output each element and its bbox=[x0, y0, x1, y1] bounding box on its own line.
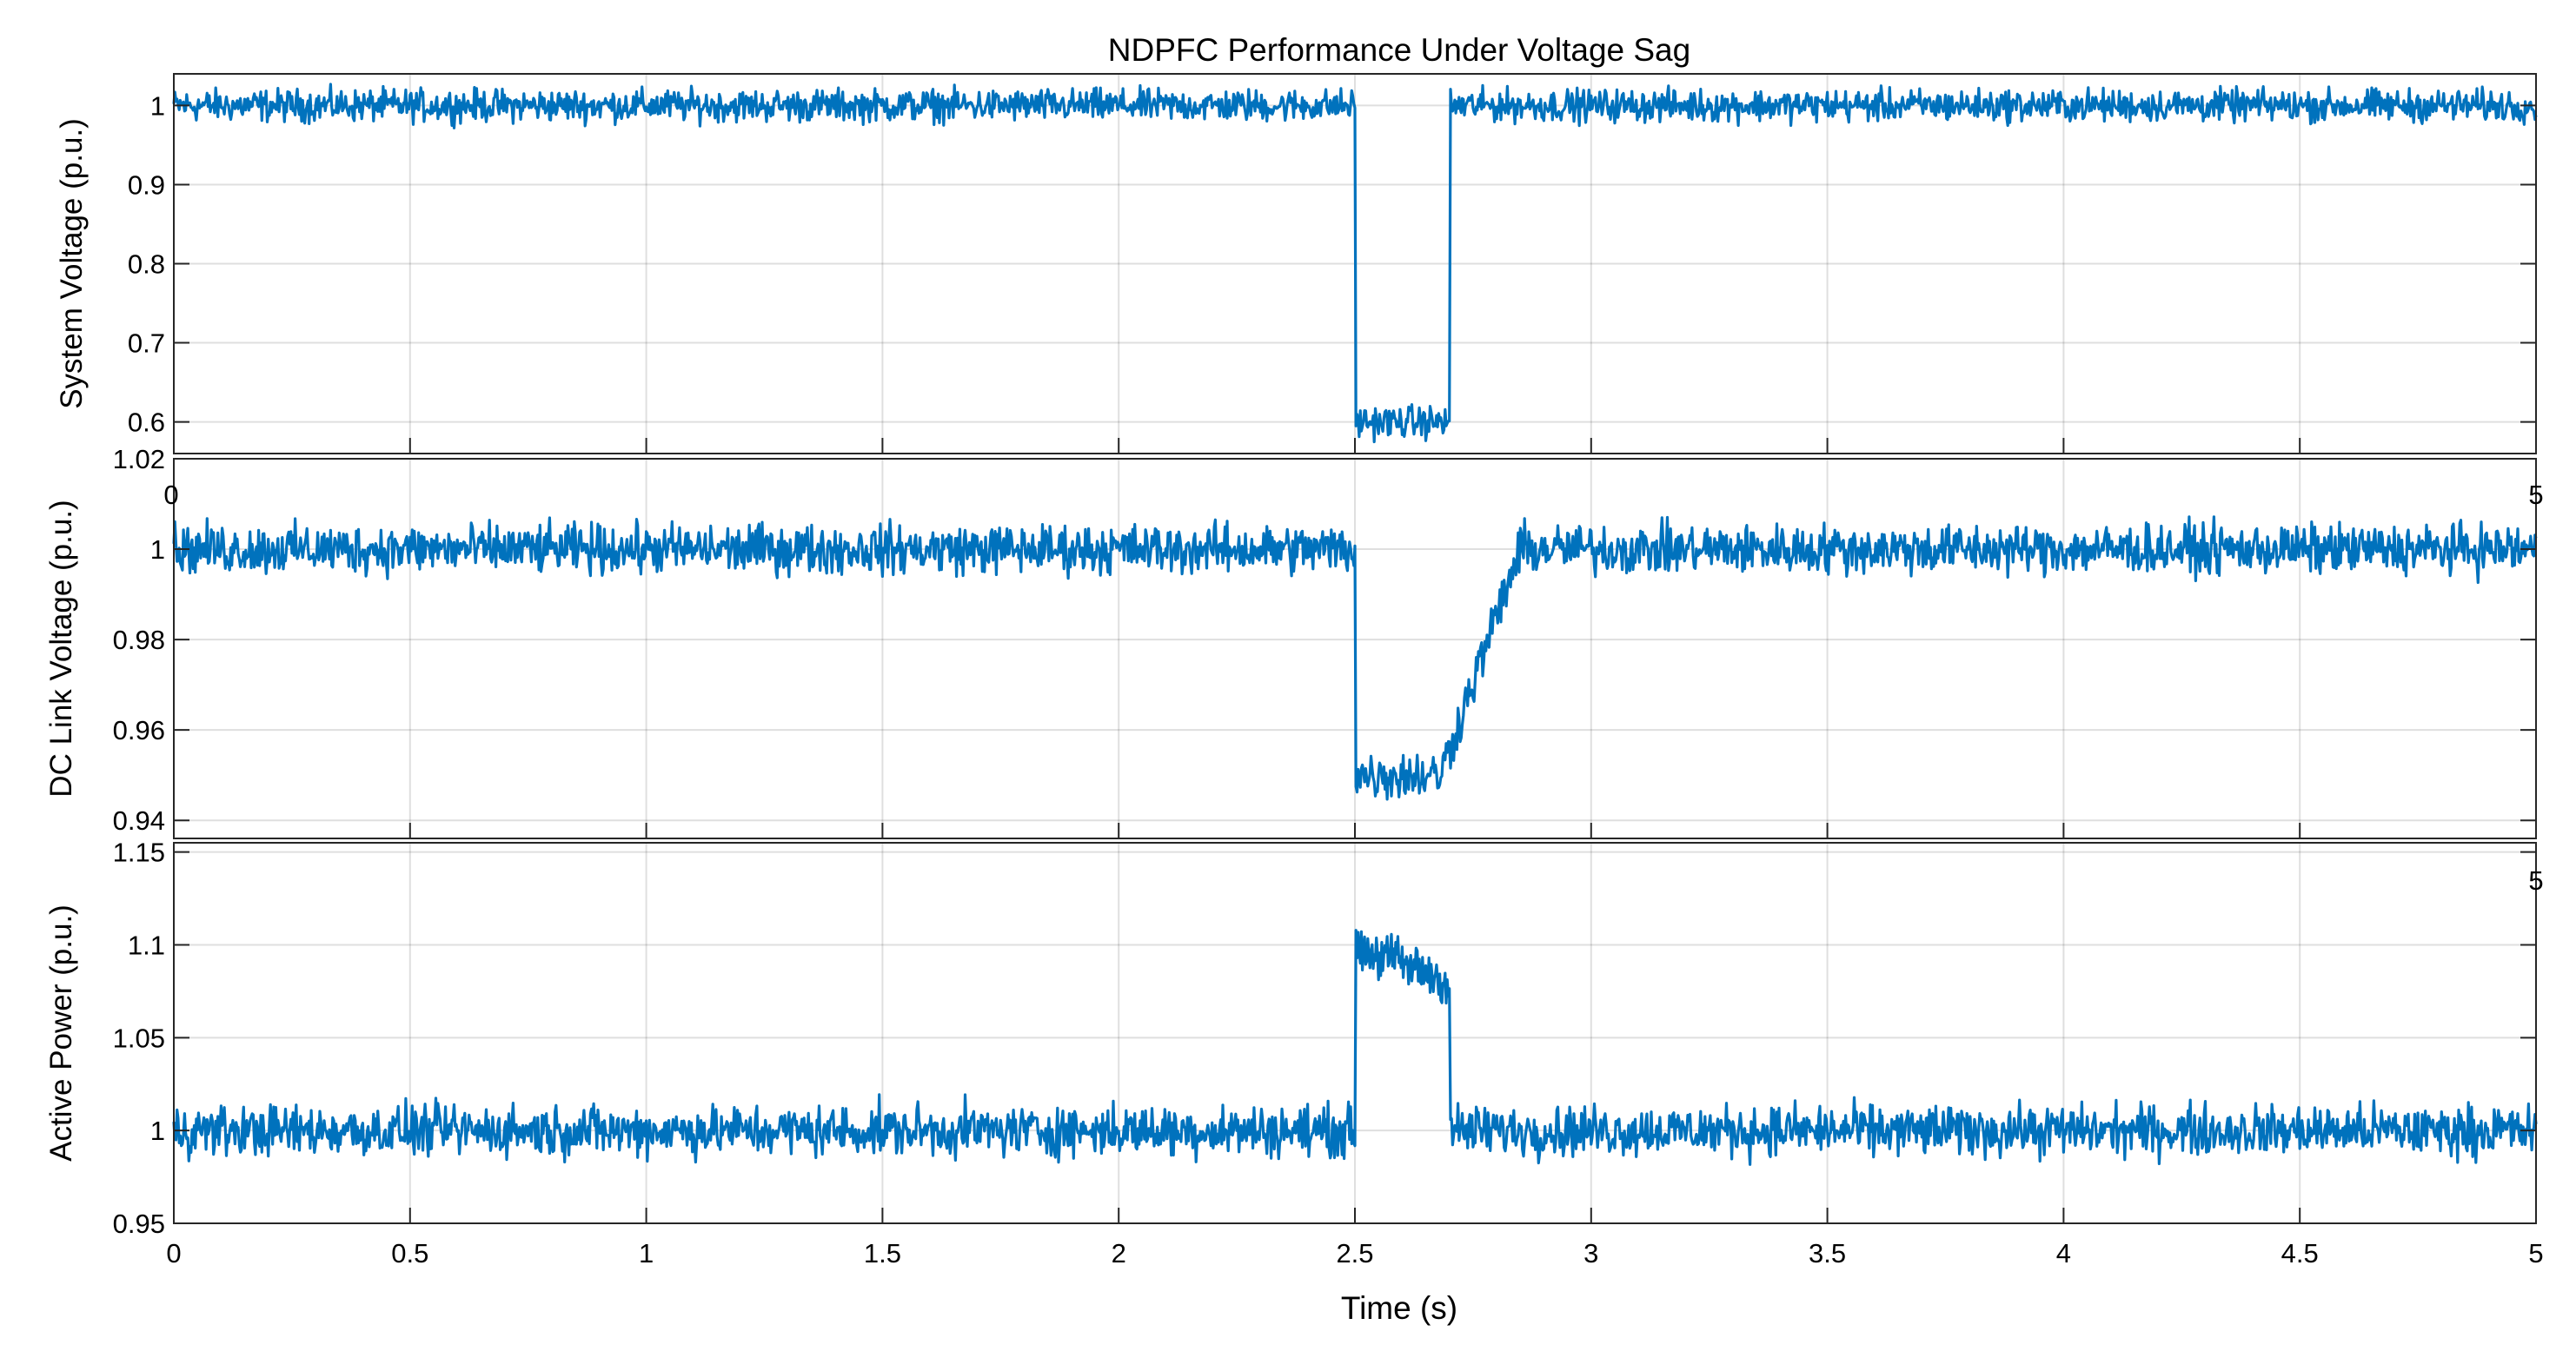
panel-dc-link-voltage: 0.94 0.96 0.98 1 1.02 DC Link Voltage (p.u.) bbox=[44, 444, 2538, 839]
x-tick-label: 0 bbox=[166, 1238, 181, 1269]
x-tick-label: 3.5 bbox=[1809, 1238, 1846, 1269]
x-tick-label: 2 bbox=[1112, 1238, 1126, 1269]
x-tick-label: 2.5 bbox=[1336, 1238, 1373, 1269]
x-tick-label: 4 bbox=[2056, 1238, 2071, 1269]
y-tick-label: 0.6 bbox=[128, 407, 165, 438]
x-axis-label: Time (s) bbox=[1341, 1290, 1457, 1326]
y-tick-label: 0.8 bbox=[128, 249, 165, 280]
stray-tick-label-right-2: 5 bbox=[2528, 865, 2543, 896]
y-axis-label: Active Power (p.u.) bbox=[44, 904, 78, 1162]
panel-system-voltage: 0.6 0.7 0.8 0.9 1 System Voltage (p.u.) bbox=[55, 73, 2538, 454]
y-tick-label: 0.7 bbox=[128, 328, 165, 359]
y-tick-label: 0.95 bbox=[113, 1209, 165, 1239]
y-tick-label: 1 bbox=[150, 1116, 165, 1146]
y-tick-label: 1.15 bbox=[113, 838, 165, 868]
y-tick-label: 1 bbox=[150, 534, 165, 565]
y-tick-label: 1.02 bbox=[113, 444, 165, 474]
panel-active-power: 0.95 1 1.05 1.1 1.15 0 0.5 1 1.5 2 2.5 3 3.5 4 4.5 5 Act… bbox=[44, 838, 2544, 1269]
y-tick-label: 1.1 bbox=[128, 931, 165, 961]
x-tick-label: 0.5 bbox=[391, 1238, 428, 1269]
y-tick-label: 0.94 bbox=[113, 805, 165, 836]
y-axis-label: System Voltage (p.u.) bbox=[55, 118, 89, 409]
y-tick-label: 1 bbox=[150, 90, 165, 121]
x-tick-label: 4.5 bbox=[2281, 1238, 2319, 1269]
chart-title: NDPFC Performance Under Voltage Sag bbox=[1108, 32, 1690, 68]
x-tick-label: 3 bbox=[1583, 1238, 1598, 1269]
y-tick-label: 0.9 bbox=[128, 169, 165, 200]
stray-tick-label-left: 0 bbox=[163, 480, 178, 510]
series-line bbox=[172, 83, 2538, 444]
y-tick-label: 0.98 bbox=[113, 625, 165, 655]
stray-tick-label-right: 5 bbox=[2528, 480, 2543, 510]
y-tick-label: 0.96 bbox=[113, 715, 165, 745]
y-tick-label: 1.05 bbox=[113, 1023, 165, 1053]
x-tick-label: 5 bbox=[2528, 1238, 2543, 1269]
x-tick-label: 1 bbox=[639, 1238, 654, 1269]
x-tick-label: 1.5 bbox=[864, 1238, 901, 1269]
y-axis-label: DC Link Voltage (p.u.) bbox=[44, 500, 78, 797]
series-line bbox=[172, 929, 2538, 1166]
series-line bbox=[172, 515, 2538, 801]
